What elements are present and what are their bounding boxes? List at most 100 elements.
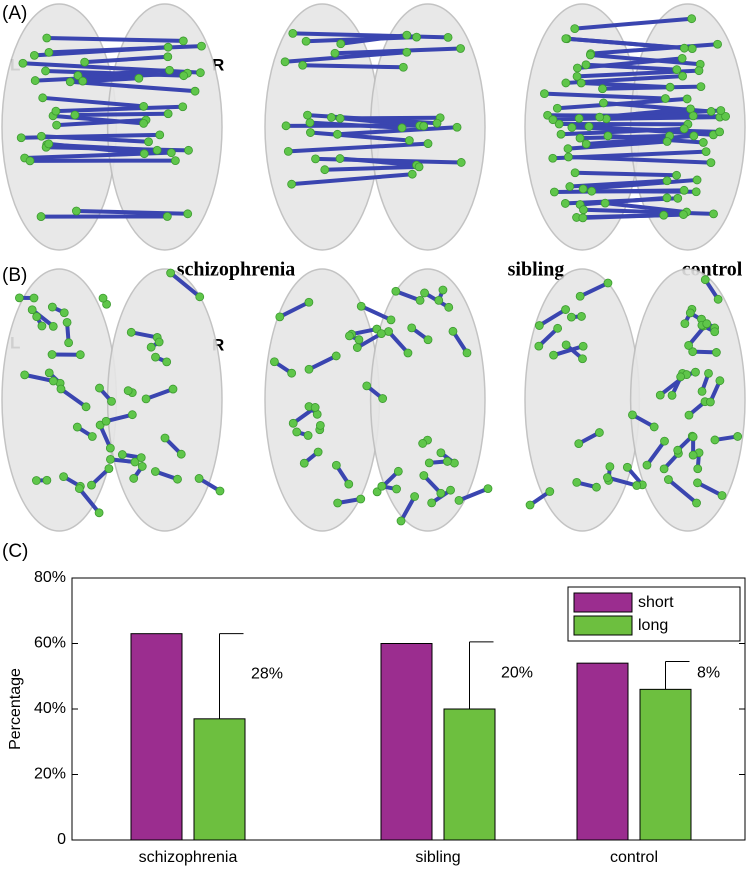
node: [76, 351, 84, 359]
node: [353, 344, 361, 352]
node: [606, 463, 614, 471]
node: [165, 66, 173, 74]
node: [420, 472, 428, 480]
brain: [2, 269, 224, 531]
node: [155, 338, 163, 346]
node: [674, 194, 682, 202]
y-tick-label: 60%: [34, 635, 66, 652]
node: [140, 102, 148, 110]
node: [140, 119, 148, 127]
node: [180, 72, 188, 80]
node: [393, 485, 401, 493]
node: [453, 123, 461, 131]
node: [60, 309, 68, 317]
node: [674, 446, 682, 454]
legend-label: short: [638, 594, 674, 611]
node: [81, 58, 89, 66]
legend-label: long: [638, 617, 668, 634]
node: [377, 330, 385, 338]
node: [161, 434, 169, 442]
node: [663, 177, 671, 185]
y-axis-label: Percentage: [7, 668, 24, 750]
node: [306, 119, 314, 127]
node: [689, 433, 697, 441]
node: [404, 349, 412, 357]
node: [137, 454, 145, 462]
node: [15, 294, 23, 302]
node: [734, 432, 742, 440]
node: [415, 163, 423, 171]
node: [526, 501, 534, 509]
node: [289, 29, 297, 37]
node: [378, 482, 386, 490]
node: [331, 49, 339, 57]
annotation: 28%: [251, 665, 283, 682]
node: [95, 509, 103, 517]
node: [184, 210, 192, 218]
node: [288, 180, 296, 188]
node: [697, 83, 705, 91]
node: [164, 43, 172, 51]
node: [540, 90, 548, 98]
node: [106, 455, 114, 463]
node: [707, 159, 715, 167]
node: [691, 368, 699, 376]
node: [408, 170, 416, 178]
node: [633, 482, 641, 490]
node: [153, 146, 161, 154]
node: [567, 313, 575, 321]
node: [421, 289, 429, 297]
node: [692, 188, 700, 196]
node: [680, 44, 688, 52]
node: [550, 188, 558, 196]
node: [711, 436, 719, 444]
node: [678, 54, 686, 62]
connection: [76, 211, 187, 214]
node: [571, 25, 579, 33]
node: [399, 63, 407, 71]
node: [167, 149, 175, 157]
node: [49, 377, 57, 385]
node: [289, 419, 297, 427]
node: [145, 138, 153, 146]
node: [546, 488, 554, 496]
node: [142, 395, 150, 403]
node: [169, 385, 177, 393]
node: [586, 51, 594, 59]
node: [216, 487, 224, 495]
node: [688, 45, 696, 53]
node: [387, 316, 395, 324]
node: [196, 69, 204, 77]
node: [72, 207, 80, 215]
node: [302, 37, 310, 45]
node: [433, 119, 441, 127]
node: [716, 128, 724, 136]
node: [449, 327, 457, 335]
node: [566, 183, 574, 191]
node: [79, 77, 87, 85]
node: [712, 348, 720, 356]
node: [312, 155, 320, 163]
node: [703, 320, 711, 328]
node: [463, 349, 471, 357]
legend-swatch: [574, 593, 632, 612]
node: [124, 387, 132, 395]
panel-label: (B): [2, 265, 27, 286]
node: [457, 158, 465, 166]
node: [661, 437, 669, 445]
node: [281, 58, 289, 66]
y-tick-label: 80%: [34, 569, 66, 586]
node: [305, 298, 313, 306]
node: [63, 318, 71, 326]
node: [135, 74, 143, 82]
node: [562, 79, 570, 87]
node: [685, 411, 693, 419]
node: [316, 421, 324, 429]
node: [164, 110, 172, 118]
node: [666, 83, 674, 91]
y-tick-label: 0: [57, 831, 66, 848]
node: [42, 67, 50, 75]
node: [293, 428, 301, 436]
node: [699, 138, 707, 146]
